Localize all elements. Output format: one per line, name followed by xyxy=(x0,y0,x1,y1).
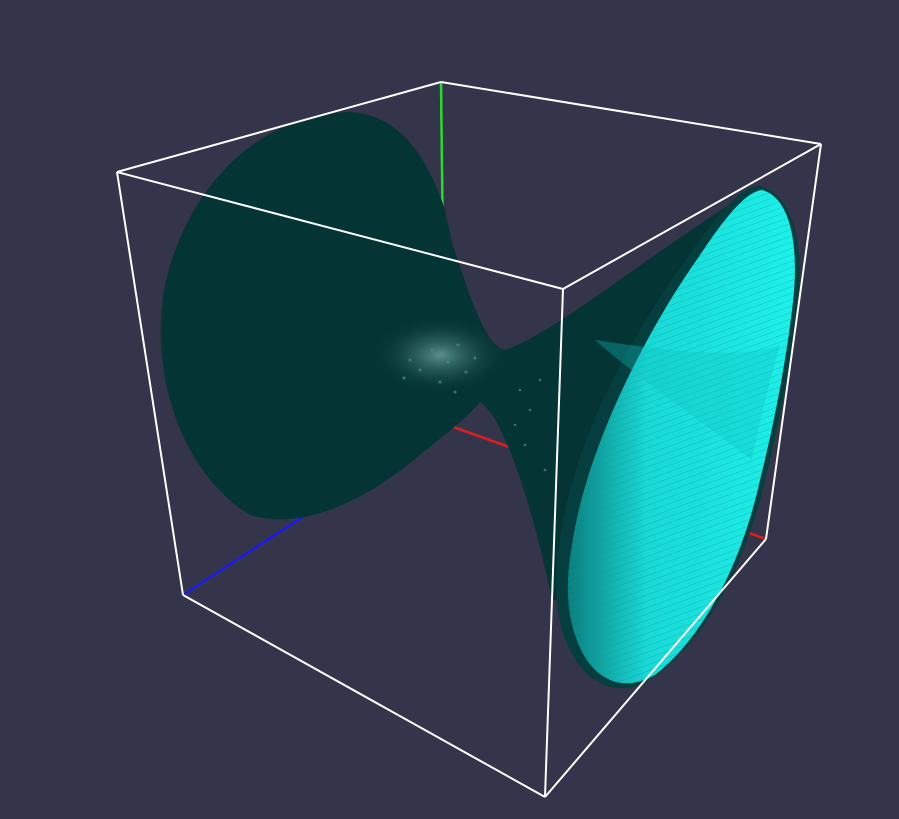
bounding-box-front xyxy=(116,81,822,798)
surface-throat xyxy=(440,185,770,600)
surface-speckles xyxy=(402,343,547,472)
hyperboloid-surface xyxy=(160,112,800,689)
surface-throat-highlight xyxy=(370,315,510,395)
surface-right-bell-stripes xyxy=(567,190,795,684)
surface-left-bell xyxy=(160,112,492,520)
surface-right-fold xyxy=(595,340,780,460)
